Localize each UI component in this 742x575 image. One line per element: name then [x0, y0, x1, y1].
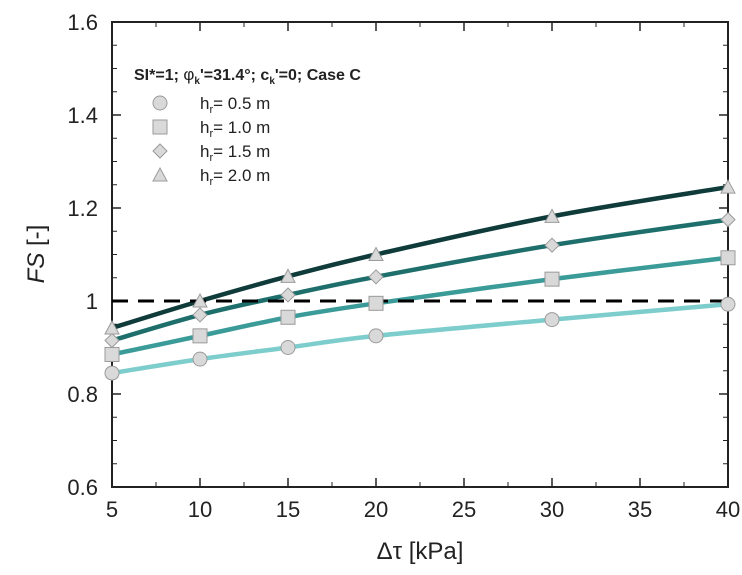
x-tick-label: 30 [540, 497, 564, 522]
x-tick-label: 25 [452, 497, 476, 522]
x-tick-label: 20 [364, 497, 388, 522]
legend-label: hr= 1.5 m [200, 142, 270, 164]
series-line-2 [109, 217, 731, 343]
data-point-triangle [104, 319, 120, 335]
data-point-diamond [368, 269, 384, 285]
y-tick-label: 0.8 [67, 382, 98, 407]
chart-annotation: SI*=1; φk'=31.4°; ck'=0; Case C [134, 65, 361, 87]
data-point-square [368, 295, 384, 311]
data-point-square [104, 346, 120, 362]
x-tick-label: 35 [628, 497, 652, 522]
y-tick-label: 1.6 [67, 10, 98, 35]
x-axis-title: Δτ [kPa] [377, 538, 464, 565]
data-point-triangle [280, 268, 296, 283]
data-point-circle [104, 365, 120, 381]
plot-frame [111, 21, 729, 488]
data-point-triangle [720, 179, 736, 194]
data-point-diamond [280, 287, 296, 303]
data-point-circle [192, 351, 208, 367]
data-point-triangle [544, 208, 560, 223]
legend-label: hr= 0.5 m [200, 94, 270, 116]
legend-marker-triangle [152, 166, 168, 182]
data-point-diamond [544, 237, 560, 253]
y-axis-title: FS [-] [23, 225, 50, 284]
data-point-circle [720, 296, 736, 312]
data-point-circle [368, 328, 384, 344]
legend-marker-diamond [152, 143, 168, 159]
x-tick-label: 40 [716, 497, 740, 522]
data-point-square [720, 250, 736, 266]
x-tick-label: 15 [276, 497, 300, 522]
y-tick-label: 1.2 [67, 196, 98, 221]
data-point-diamond [720, 211, 736, 228]
legend-marker-circle [152, 95, 168, 111]
legend-label: hr= 1.0 m [200, 118, 270, 140]
data-point-triangle [192, 292, 208, 308]
data-point-square [544, 271, 560, 287]
data-point-circle [544, 312, 560, 328]
x-tick-label: 5 [106, 497, 118, 522]
data-point-diamond [104, 332, 120, 349]
y-tick-label: 1 [86, 289, 98, 314]
data-point-circle [280, 340, 296, 355]
legend-marker-square [152, 119, 168, 135]
x-tick-label: 10 [188, 497, 212, 522]
data-point-square [280, 309, 296, 325]
data-point-square [192, 328, 208, 344]
legend-label: hr= 2.0 m [200, 166, 270, 188]
y-tick-label: 1.4 [67, 103, 98, 128]
data-point-triangle [368, 246, 384, 261]
y-tick-label: 0.6 [67, 475, 98, 500]
data-point-diamond [192, 307, 208, 323]
